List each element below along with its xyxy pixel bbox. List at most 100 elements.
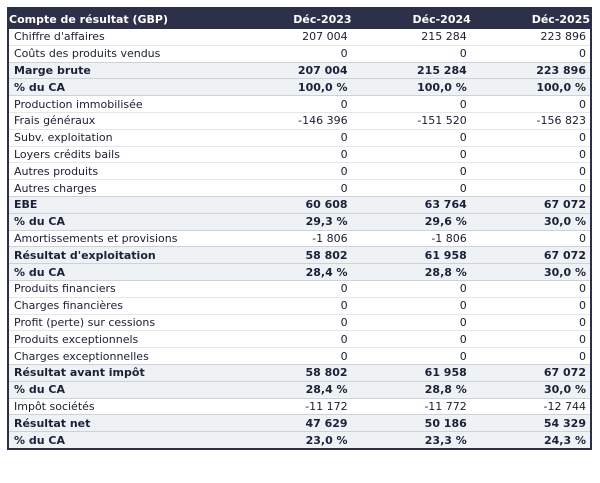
row-label: Frais généraux bbox=[8, 111, 233, 130]
page: Compte de résultat (GBP) Déc-2023 Déc-20… bbox=[7, 7, 592, 450]
header-row: Compte de résultat (GBP) Déc-2023 Déc-20… bbox=[8, 8, 591, 29]
row-label: Résultat net bbox=[8, 414, 233, 432]
column-header-dec-2023: Déc-2023 bbox=[232, 8, 352, 29]
cell-value: 63 764 bbox=[351, 195, 471, 214]
cell-value: 28,4 % bbox=[232, 263, 352, 281]
cell-value: 60 608 bbox=[232, 195, 352, 214]
cell-value: 0 bbox=[232, 162, 352, 180]
cell-value: 0 bbox=[351, 128, 471, 147]
cell-value: -146 396 bbox=[232, 111, 352, 130]
table-row: Frais généraux -146 396 -151 520 -156 823 bbox=[8, 111, 591, 130]
table-row: Résultat d'exploitation 58 802 61 958 67 07… bbox=[8, 246, 591, 264]
cell-value: 0 bbox=[470, 145, 591, 163]
cell-value: 100,0 % bbox=[232, 78, 352, 96]
cell-value: 30,0 % bbox=[470, 263, 591, 281]
table-row: % du CA 28,4 % 28,8 % 30,0 % bbox=[8, 380, 591, 399]
income-statement-table: Compte de résultat (GBP) Déc-2023 Déc-20… bbox=[7, 7, 592, 450]
cell-value: 0 bbox=[351, 95, 471, 113]
cell-value: 0 bbox=[232, 279, 352, 298]
cell-value: 30,0 % bbox=[470, 380, 591, 399]
cell-value: 100,0 % bbox=[351, 78, 471, 96]
cell-value: 47 629 bbox=[232, 414, 352, 432]
table-row: Charges financières 0 0 0 bbox=[8, 296, 591, 315]
cell-value: 0 bbox=[232, 95, 352, 113]
cell-value: 215 284 bbox=[351, 29, 471, 46]
cell-value: 100,0 % bbox=[470, 78, 591, 96]
cell-value: -12 744 bbox=[470, 397, 591, 415]
row-label: Production immobilisée bbox=[8, 95, 233, 113]
table-row: Chiffre d'affaires 207 004 215 284 223 896 bbox=[8, 29, 591, 46]
cell-value: 207 004 bbox=[232, 61, 352, 79]
cell-value: 29,3 % bbox=[232, 212, 352, 231]
cell-value: 0 bbox=[470, 179, 591, 197]
cell-value: 61 958 bbox=[351, 363, 471, 382]
cell-value: 223 896 bbox=[470, 61, 591, 79]
row-label: EBE bbox=[8, 195, 233, 214]
cell-value: 0 bbox=[351, 347, 471, 365]
cell-value: 0 bbox=[351, 313, 471, 331]
row-label: Profit (perte) sur cessions bbox=[8, 313, 233, 331]
cell-value: 67 072 bbox=[470, 246, 591, 264]
row-label: Impôt sociétés bbox=[8, 397, 233, 415]
table-row: EBE 60 608 63 764 67 072 bbox=[8, 195, 591, 214]
row-label: % du CA bbox=[8, 212, 233, 231]
cell-value: 0 bbox=[470, 229, 591, 247]
cell-value: 0 bbox=[351, 162, 471, 180]
cell-value: 67 072 bbox=[470, 363, 591, 382]
column-header-dec-2024: Déc-2024 bbox=[351, 8, 471, 29]
row-label: Coûts des produits vendus bbox=[8, 44, 233, 63]
table-row: Impôt sociétés -11 172 -11 772 -12 744 bbox=[8, 397, 591, 415]
cell-value: 0 bbox=[470, 162, 591, 180]
table-header: Compte de résultat (GBP) Déc-2023 Déc-20… bbox=[8, 8, 591, 29]
table-row: Loyers crédits bails 0 0 0 bbox=[8, 145, 591, 163]
cell-value: 29,6 % bbox=[351, 212, 471, 231]
cell-value: 61 958 bbox=[351, 246, 471, 264]
row-label: Produits financiers bbox=[8, 279, 233, 298]
table-row: % du CA 29,3 % 29,6 % 30,0 % bbox=[8, 212, 591, 231]
cell-value: 30,0 % bbox=[470, 212, 591, 231]
cell-value: 223 896 bbox=[470, 29, 591, 46]
row-label: Autres produits bbox=[8, 162, 233, 180]
table-row: Profit (perte) sur cessions 0 0 0 bbox=[8, 313, 591, 331]
table-row: Résultat avant impôt 58 802 61 958 67 072 bbox=[8, 363, 591, 382]
table-row: % du CA 23,0 % 23,3 % 24,3 % bbox=[8, 431, 591, 449]
cell-value: 0 bbox=[232, 179, 352, 197]
cell-value: 0 bbox=[470, 95, 591, 113]
table-row: Marge brute 207 004 215 284 223 896 bbox=[8, 61, 591, 79]
cell-value: 0 bbox=[470, 279, 591, 298]
cell-value: 0 bbox=[351, 330, 471, 348]
cell-value: 207 004 bbox=[232, 29, 352, 46]
table-row: Produits financiers 0 0 0 bbox=[8, 279, 591, 298]
table-row: Coûts des produits vendus 0 0 0 bbox=[8, 44, 591, 63]
cell-value: -1 806 bbox=[232, 229, 352, 247]
cell-value: 0 bbox=[232, 128, 352, 147]
table-row: % du CA 100,0 % 100,0 % 100,0 % bbox=[8, 78, 591, 96]
cell-value: 0 bbox=[470, 313, 591, 331]
table-row: Amortissements et provisions -1 806 -1 806… bbox=[8, 229, 591, 247]
cell-value: 0 bbox=[351, 44, 471, 63]
cell-value: 28,8 % bbox=[351, 380, 471, 399]
table-row: Produits exceptionnels 0 0 0 bbox=[8, 330, 591, 348]
row-label: Résultat d'exploitation bbox=[8, 246, 233, 264]
row-label: % du CA bbox=[8, 431, 233, 449]
row-label: Autres charges bbox=[8, 179, 233, 197]
cell-value: 215 284 bbox=[351, 61, 471, 79]
table-row: Résultat net 47 629 50 186 54 329 bbox=[8, 414, 591, 432]
row-label: Marge brute bbox=[8, 61, 233, 79]
cell-value: -11 772 bbox=[351, 397, 471, 415]
row-label: Produits exceptionnels bbox=[8, 330, 233, 348]
cell-value: 0 bbox=[232, 145, 352, 163]
cell-value: 0 bbox=[470, 44, 591, 63]
cell-value: 0 bbox=[232, 313, 352, 331]
table-row: Autres produits 0 0 0 bbox=[8, 162, 591, 180]
cell-value: 0 bbox=[232, 296, 352, 315]
cell-value: 50 186 bbox=[351, 414, 471, 432]
cell-value: 28,8 % bbox=[351, 263, 471, 281]
cell-value: 58 802 bbox=[232, 363, 352, 382]
cell-value: 0 bbox=[232, 44, 352, 63]
cell-value: 0 bbox=[470, 347, 591, 365]
cell-value: 0 bbox=[351, 179, 471, 197]
row-label: Charges exceptionnelles bbox=[8, 347, 233, 365]
cell-value: 23,3 % bbox=[351, 431, 471, 449]
cell-value: 0 bbox=[351, 145, 471, 163]
